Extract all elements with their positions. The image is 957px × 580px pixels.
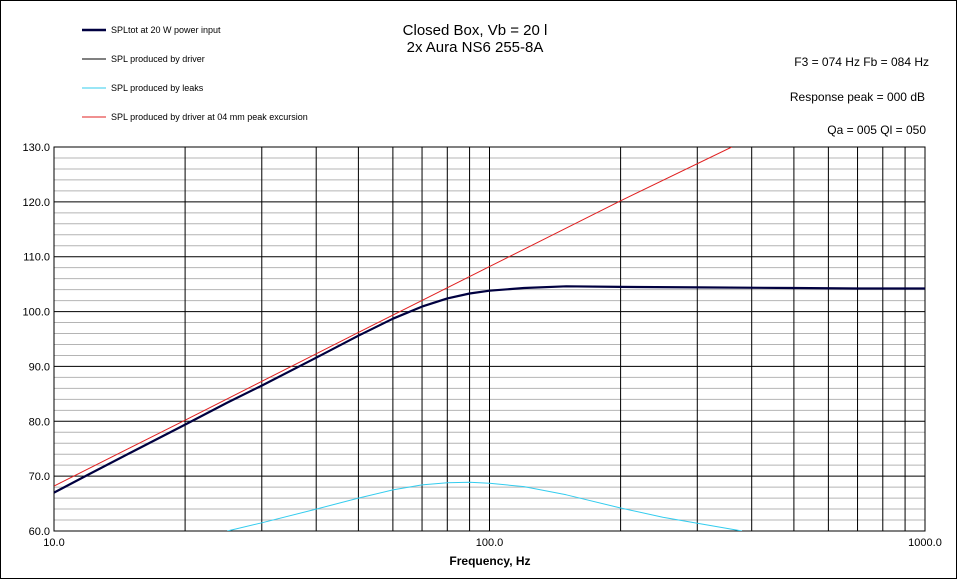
y-tick-label: 80.0 [29, 416, 50, 428]
chart-title-line-2: 2x Aura NS6 255-8A [407, 39, 544, 56]
legend-label: SPL produced by driver [111, 54, 205, 64]
y-tick-label: 100.0 [22, 307, 50, 319]
x-tick-label: 100.0 [476, 537, 504, 549]
x-tick-label: 10.0 [43, 537, 64, 549]
y-tick-label: 130.0 [22, 142, 50, 154]
response-peak-readout: Response peak = 000 dB [790, 90, 925, 104]
y-tick-label: 120.0 [22, 197, 50, 209]
y-tick-label: 70.0 [29, 471, 50, 483]
series-line-3 [227, 481, 743, 531]
y-tick-label: 110.0 [23, 252, 50, 264]
plot-area [53, 146, 926, 532]
y-tick-label: 60.0 [29, 526, 50, 538]
legend-label: SPL produced by driver at 04 mm peak exc… [111, 112, 308, 122]
tick-labels: 60.0 70.0 80.0 90.0 100.0 110.0 120.0 130.0 10.0… [22, 142, 941, 549]
legend-label: SPL produced by leaks [111, 83, 204, 93]
x-tick-label: 1000.0 [908, 537, 942, 549]
f3-fb-readout: F3 = 074 Hz Fb = 084 Hz [794, 55, 929, 69]
grid [53, 146, 926, 532]
series-line-1 [54, 285, 925, 494]
series-line-4 [54, 147, 733, 487]
y-tick-label: 90.0 [29, 361, 50, 373]
legend: SPLtot at 20 W power input SPL produced b… [82, 25, 308, 122]
legend-label: SPLtot at 20 W power input [111, 25, 221, 35]
series-layer [54, 147, 925, 531]
qa-ql-readout: Qa = 005 Ql = 050 [827, 123, 926, 137]
x-axis-label: Frequency, Hz [449, 554, 530, 568]
chart-title-line-1: Closed Box, Vb = 20 l [403, 22, 548, 39]
